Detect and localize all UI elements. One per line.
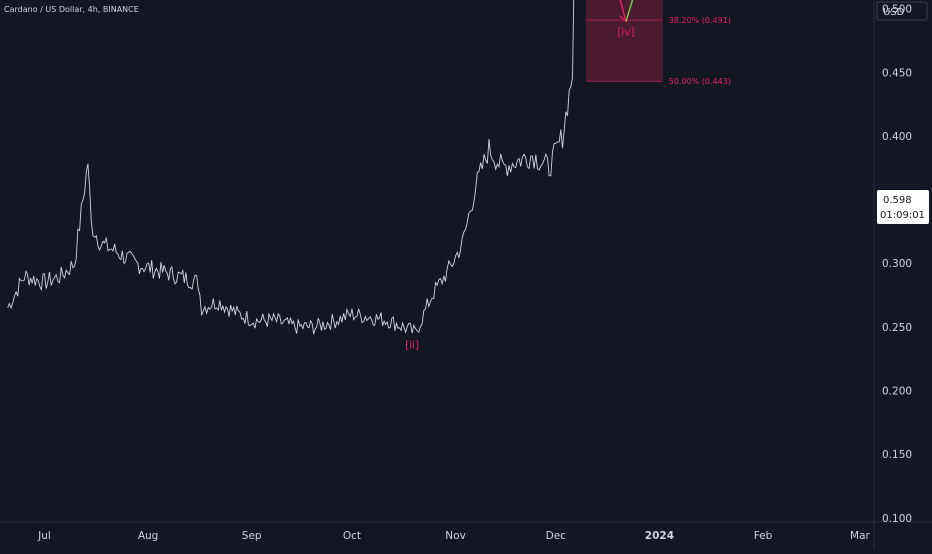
last-price-value: 0.598 (883, 195, 912, 206)
fib-level-label: 38.20% (0.491) (669, 16, 731, 25)
y-tick-label: 0.450 (882, 67, 912, 79)
currency-label: USD (883, 7, 905, 18)
y-tick-label: 0.150 (882, 449, 912, 461)
price-series-line (7, 0, 575, 335)
fib-level-label: 50.00% (0.443) (669, 77, 731, 86)
y-tick-label: 0.200 (882, 386, 912, 398)
projection-layer: 30% (619, 0, 634, 23)
x-tick-label: Nov (445, 530, 466, 542)
chart-title: Cardano / US Dollar, 4h, BINANCE (4, 5, 139, 14)
x-tick-label: Sep (242, 530, 262, 542)
price-layer (7, 0, 575, 335)
last-price-countdown: 01:09:01 (880, 210, 925, 221)
y-tick-label: 0.100 (882, 513, 912, 525)
y-tick-label: 0.500 (882, 4, 912, 16)
x-tick-label: Dec (546, 530, 567, 542)
currency-box[interactable] (876, 1, 928, 21)
y-tick-label: 0.250 (882, 322, 912, 334)
y-tick-label: 0.300 (882, 258, 912, 270)
x-tick-label: Aug (138, 530, 159, 542)
fib-zone (585, 0, 663, 82)
wave-labels-layer: [ii][iii]alt. [iv][iv]alt. [v](4)C[v] (405, 26, 635, 352)
x-tick-label: Mar (850, 530, 870, 542)
x-tick-label: 2024 (645, 530, 674, 542)
x-tick-label: Oct (343, 530, 361, 542)
y-tick-label: 0.400 (882, 131, 912, 143)
x-tick-label: Feb (754, 530, 773, 542)
wave-label: [ii] (405, 340, 419, 352)
last-price-box (877, 190, 929, 224)
x-tick-label: Jul (37, 530, 51, 542)
wave-label: [iv] (617, 26, 634, 38)
